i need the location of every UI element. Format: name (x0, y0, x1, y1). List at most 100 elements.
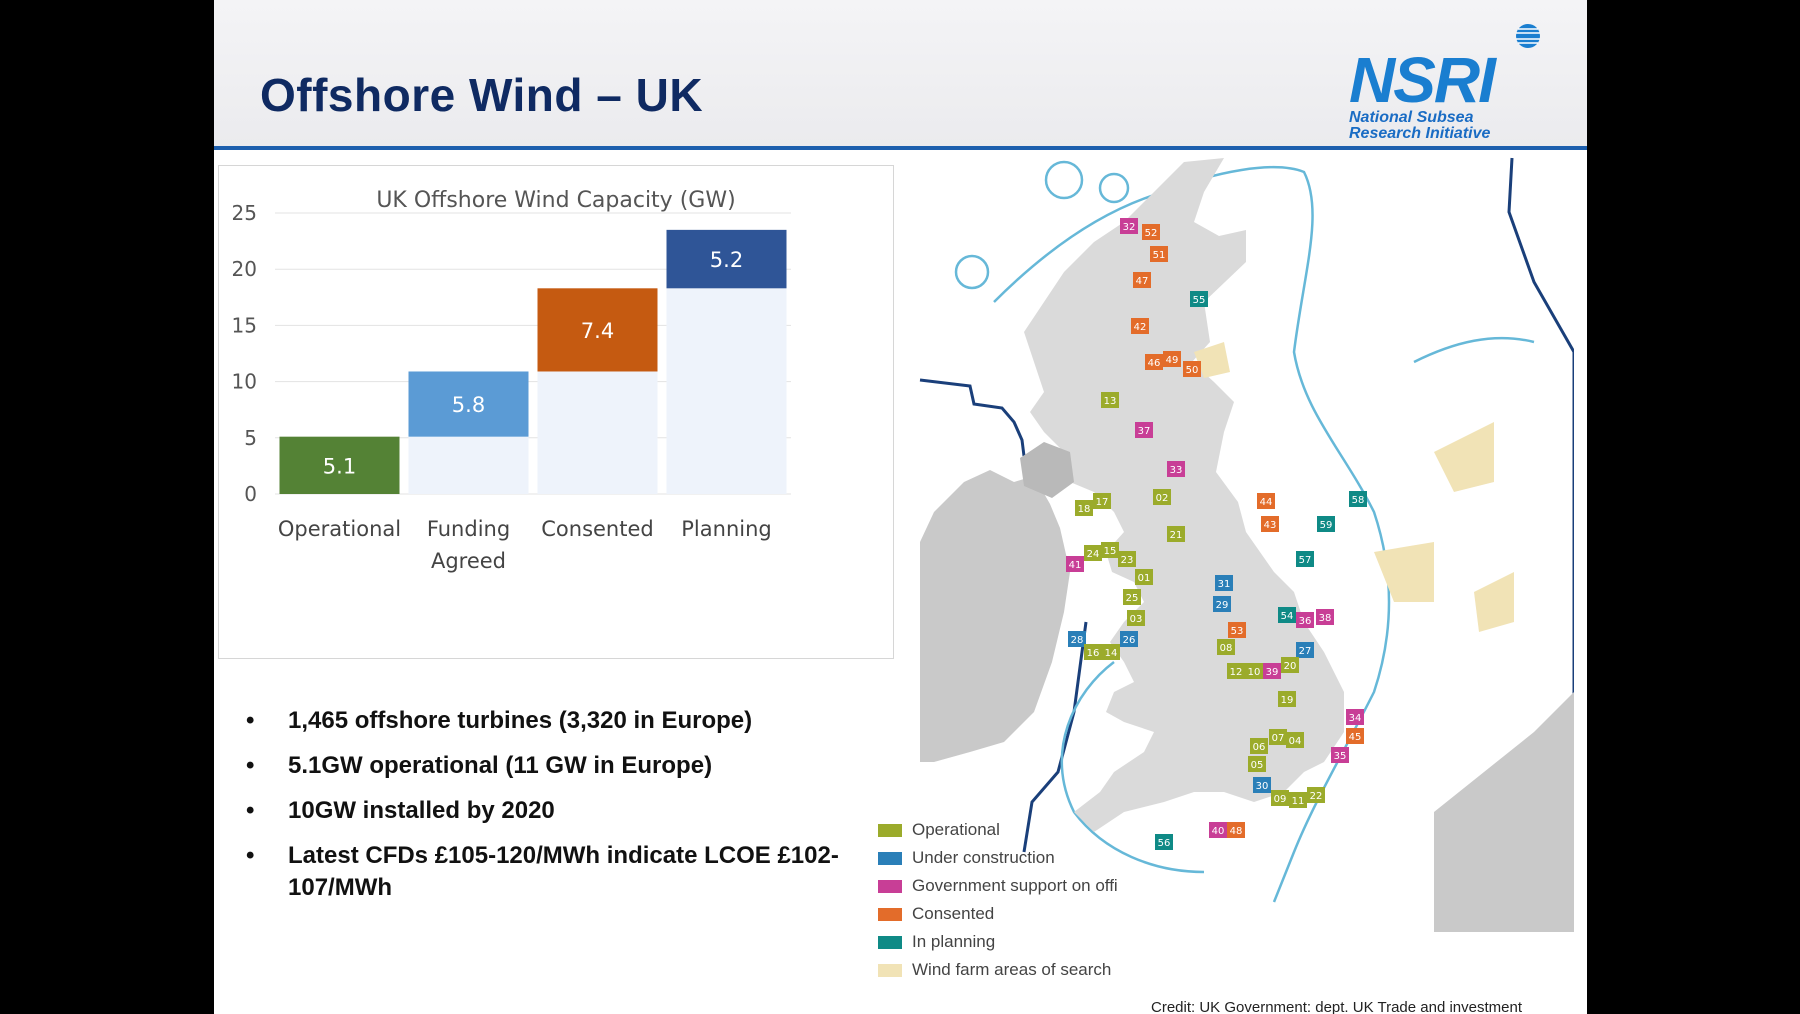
wind-farm-site: 50 (1183, 361, 1201, 377)
site-number: 07 (1272, 733, 1285, 744)
site-number: 37 (1138, 426, 1151, 437)
wind-farm-site: 48 (1227, 822, 1245, 838)
slide: Offshore Wind – UK NSRI National Subsea … (214, 0, 1587, 1014)
site-marker (1227, 822, 1245, 838)
wind-farm-site: 36 (1296, 612, 1314, 628)
data-label: 5.1 (323, 454, 356, 478)
wind-farm-site: 15 (1101, 542, 1119, 558)
x-tick-label: Operational (278, 517, 401, 541)
site-marker (1075, 500, 1093, 516)
header-rule (214, 146, 1587, 150)
site-marker (1142, 224, 1160, 240)
site-marker (1093, 493, 1111, 509)
y-tick-label: 10 (232, 370, 257, 394)
site-number: 45 (1349, 732, 1362, 743)
site-number: 30 (1256, 781, 1269, 792)
search-area (1474, 572, 1514, 632)
site-number: 53 (1231, 626, 1244, 637)
site-number: 11 (1292, 796, 1305, 807)
site-marker (1167, 526, 1185, 542)
site-marker (1153, 489, 1171, 505)
site-number: 20 (1284, 661, 1297, 672)
wind-farm-site: 07 (1269, 729, 1287, 745)
site-number: 06 (1253, 742, 1266, 753)
site-number: 56 (1158, 838, 1171, 849)
great-britain-landmass (1024, 158, 1344, 832)
bullet-item: • 10GW installed by 2020 (246, 797, 555, 824)
site-number: 18 (1078, 504, 1091, 515)
site-marker (1228, 622, 1246, 638)
wind-farm-site: 03 (1127, 610, 1145, 626)
site-number: 36 (1299, 616, 1312, 627)
wind-farm-site: 38 (1316, 609, 1334, 625)
site-number: 38 (1319, 613, 1332, 624)
site-number: 41 (1069, 560, 1082, 571)
wind-farm-site: 53 (1228, 622, 1246, 638)
site-number: 08 (1220, 643, 1233, 654)
y-tick-label: 0 (244, 482, 257, 506)
site-number: 47 (1136, 276, 1149, 287)
wind-farm-site: 41 (1066, 556, 1084, 572)
legend-label: In planning (912, 932, 996, 951)
wind-farm-site: 45 (1346, 728, 1364, 744)
site-number: 44 (1260, 497, 1273, 508)
site-number: 05 (1251, 760, 1264, 771)
site-number: 49 (1166, 355, 1179, 366)
slide-title: Offshore Wind – UK (260, 69, 704, 121)
globe-icon (1516, 24, 1540, 48)
legend-label: Operational (912, 820, 1000, 839)
site-marker (1307, 787, 1325, 803)
bar-base (408, 436, 529, 494)
search-area (1434, 422, 1494, 492)
site-marker (1209, 822, 1227, 838)
legend-swatch (878, 852, 902, 865)
wind-farm-site: 09 (1271, 790, 1289, 806)
site-marker (1155, 834, 1173, 850)
y-tick-label: 15 (232, 313, 257, 337)
map-legend: Operational Under construction Government … (878, 816, 1128, 984)
bullet-list: • 1,465 offshore turbines (3,320 in Europ… (232, 705, 872, 917)
legend-item: In planning (878, 928, 1128, 956)
site-marker (1296, 551, 1314, 567)
site-marker (1346, 709, 1364, 725)
site-number: 24 (1087, 549, 1100, 560)
x-tick-label-line: Planning (681, 517, 771, 541)
slide-header (214, 0, 1587, 146)
legend-label: Under construction (912, 848, 1055, 867)
wind-farm-site: 58 (1349, 491, 1367, 507)
site-number: 52 (1145, 228, 1158, 239)
wind-farm-site: 40 (1209, 822, 1227, 838)
site-number: 10 (1248, 667, 1261, 678)
bar (537, 288, 658, 372)
site-number: 21 (1170, 530, 1183, 541)
data-label: 5.2 (710, 248, 743, 272)
legend-item: Government support on offi (878, 872, 1128, 900)
site-marker (1101, 542, 1119, 558)
wind-farm-site: 10 (1245, 663, 1263, 679)
legend-swatch (878, 964, 902, 977)
site-marker (1120, 631, 1138, 647)
island-outline (954, 254, 990, 290)
bullet-text: 1,465 offshore turbines (3,320 in Europe… (288, 707, 753, 734)
bullet-item: • 1,465 offshore turbines (3,320 in Europ… (246, 707, 753, 734)
site-number: 14 (1105, 648, 1118, 659)
site-marker (1213, 596, 1231, 612)
wind-farm-site: 19 (1278, 691, 1296, 707)
site-number: 03 (1130, 614, 1143, 625)
southwest-boundary-line (1022, 621, 1088, 853)
wind-farm-site: 47 (1133, 272, 1151, 288)
site-marker (1123, 589, 1141, 605)
ireland-landmass (920, 470, 1070, 762)
bar-base (537, 371, 658, 494)
wind-farm-site: 42 (1131, 318, 1149, 334)
site-marker (1253, 777, 1271, 793)
site-marker (1349, 491, 1367, 507)
wind-farm-site: 22 (1307, 787, 1325, 803)
site-number: 16 (1087, 648, 1100, 659)
site-marker (1245, 663, 1263, 679)
legend-item: Wind farm areas of search (878, 956, 1128, 984)
site-number: 33 (1170, 465, 1183, 476)
site-number: 09 (1274, 794, 1287, 805)
image-credit: Credit: UK Government: dept. UK Trade an… (1151, 999, 1523, 1014)
site-number: 17 (1096, 497, 1109, 508)
